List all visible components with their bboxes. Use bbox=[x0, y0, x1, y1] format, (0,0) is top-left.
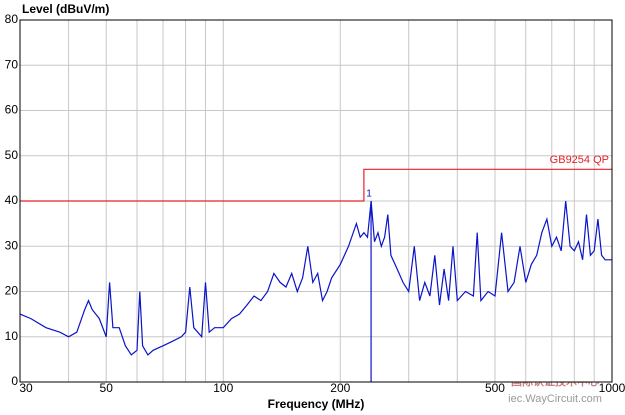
series-line bbox=[19, 200, 612, 356]
y-tick-label: 60 bbox=[5, 103, 19, 117]
y-tick-label: 80 bbox=[5, 12, 19, 26]
y-tick-label: 10 bbox=[5, 329, 19, 343]
y-axis-title: Level (dBuV/m) bbox=[22, 2, 109, 16]
x-tick-label: 500 bbox=[485, 381, 505, 395]
y-tick-label: 30 bbox=[5, 238, 19, 252]
x-tick-label: 100 bbox=[213, 381, 233, 395]
x-tick-label: 50 bbox=[100, 381, 114, 395]
y-tick-label: 20 bbox=[5, 284, 19, 298]
marker-label: 1 bbox=[366, 189, 372, 200]
x-tick-label: 1000 bbox=[599, 381, 625, 395]
series-line bbox=[20, 168, 612, 202]
x-tick-label: 30 bbox=[19, 381, 33, 395]
plot-border bbox=[19, 19, 613, 383]
limit-label: GB9254 QP bbox=[550, 154, 609, 166]
y-tick-label: 40 bbox=[5, 193, 19, 207]
x-axis-title: Frequency (MHz) bbox=[268, 397, 365, 411]
watermark: iec.WayCircuit.com bbox=[508, 393, 602, 405]
y-tick-label: 70 bbox=[5, 57, 19, 71]
x-tick-label: 200 bbox=[330, 381, 350, 395]
y-tick-label: 50 bbox=[5, 148, 19, 162]
y-tick-label: 0 bbox=[11, 374, 18, 388]
